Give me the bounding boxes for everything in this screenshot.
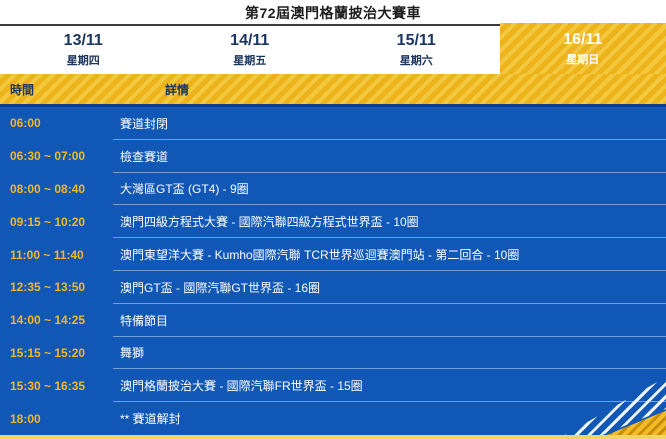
time-column-header: 時間: [10, 82, 35, 97]
row-details: 賽道封閉: [120, 116, 169, 131]
row-details: 澳門格蘭披治大賽 - 國際汽聯FR世界盃 - 15圈: [120, 379, 363, 394]
row-time: 15:30 ~ 16:35: [10, 378, 86, 393]
bottom-accent-border: [0, 435, 666, 439]
schedule-table: 06:00 賽道封閉 06:30 ~ 07:00 檢查賽道 08:00 ~ 08…: [0, 107, 666, 435]
row-details: 澳門四級方程式大賽 - 國際汽聯四級方程式世界盃 - 10圈: [120, 215, 419, 230]
title-bar: 第72屆澳門格蘭披治大賽車: [0, 0, 666, 26]
tab-weekday: 星期四: [66, 55, 100, 67]
table-row: 15:15 ~ 15:20 舞獅: [0, 337, 666, 370]
row-time: 14:00 ~ 14:25: [10, 313, 86, 328]
table-row: 08:00 ~ 08:40 大灣區GT盃 (GT4) - 9圈: [0, 173, 666, 206]
tab-16-11-active[interactable]: 16/11 星期日: [499, 23, 666, 74]
row-details: 舞獅: [120, 346, 145, 361]
row-details: 特備節目: [120, 313, 169, 328]
table-row: 09:15 ~ 10:20 澳門四級方程式大賽 - 國際汽聯四級方程式世界盃 -…: [0, 205, 666, 238]
tab-weekday: 星期日: [566, 53, 600, 66]
row-time: 11:00 ~ 11:40: [10, 247, 84, 262]
row-details: 澳門東望洋大賽 - Kumho國際汽聯 TCR世界巡迴賽澳門站 - 第二回合 -…: [120, 248, 520, 263]
table-row: 12:35 ~ 13:50 澳門GT盃 - 國際汽聯GT世界盃 - 16圈: [0, 271, 666, 304]
table-row: 18:00 ** 賽道解封: [0, 402, 666, 435]
tab-date: 13/11: [63, 32, 103, 49]
table-row: 14:00 ~ 14:25 特備節目: [0, 304, 666, 337]
row-details: 檢查賽道: [120, 149, 169, 164]
table-row: 06:00 賽道封閉: [0, 107, 666, 140]
tab-13-11[interactable]: 13/11 星期四: [0, 26, 167, 74]
row-details: 澳門GT盃 - 國際汽聯GT世界盃 - 16圈: [120, 280, 321, 295]
row-details: 大灣區GT盃 (GT4) - 9圈: [120, 182, 249, 197]
tab-14-11[interactable]: 14/11 星期五: [166, 26, 333, 74]
title-divider: [0, 24, 666, 26]
tab-date: 15/11: [396, 32, 436, 49]
row-time: 06:00: [10, 116, 41, 131]
tab-15-11[interactable]: 15/11 星期六: [333, 26, 500, 74]
row-time: 15:15 ~ 15:20: [10, 345, 86, 360]
tab-weekday: 星期六: [399, 55, 433, 67]
row-details: ** 賽道解封: [120, 412, 181, 427]
table-row: 06:30 ~ 07:00 檢查賽道: [0, 140, 666, 173]
tab-date: 16/11: [563, 30, 603, 48]
row-time: 18:00: [10, 411, 41, 426]
row-time: 09:15 ~ 10:20: [10, 214, 86, 229]
details-column-header: 詳情: [165, 82, 190, 97]
row-time: 12:35 ~ 13:50: [10, 280, 86, 295]
tab-weekday: 星期五: [233, 55, 267, 67]
row-time: 06:30 ~ 07:00: [10, 149, 86, 164]
row-time: 08:00 ~ 08:40: [10, 181, 86, 196]
schedule-table-header: 時間 詳情: [0, 74, 666, 107]
tab-date: 14/11: [230, 32, 270, 49]
table-row: 15:30 ~ 16:35 澳門格蘭披治大賽 - 國際汽聯FR世界盃 - 15圈: [0, 369, 666, 402]
table-row: 11:00 ~ 11:40 澳門東望洋大賽 - Kumho國際汽聯 TCR世界巡…: [0, 238, 666, 271]
date-tabs: 13/11 星期四 14/11 星期五 15/11 星期六 16/11 星期日: [0, 23, 666, 74]
page-title: 第72屆澳門格蘭披治大賽車: [244, 5, 422, 21]
